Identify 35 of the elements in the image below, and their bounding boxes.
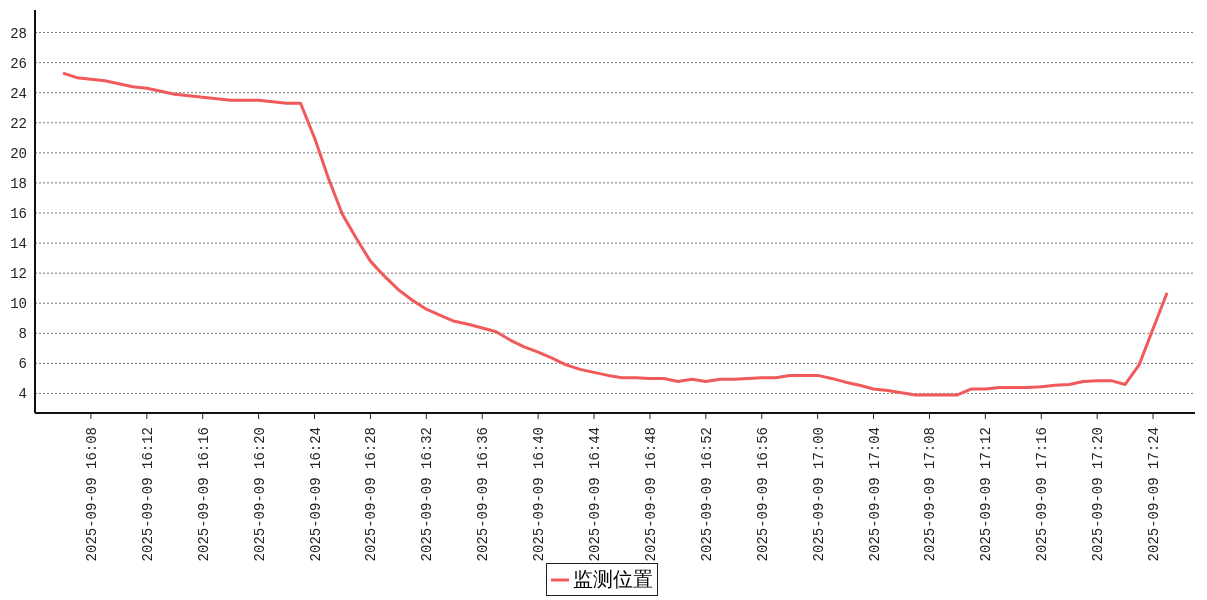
- line-series: [61, 71, 1169, 397]
- x-tick-label: 2025-09-09 17:20: [1090, 427, 1107, 562]
- y-tick-label: 26: [10, 55, 27, 72]
- x-tick-label: 2025-09-09 16:44: [587, 427, 604, 562]
- y-tick-label: 10: [10, 296, 27, 313]
- x-tick-label: 2025-09-09 17:24: [1146, 427, 1163, 562]
- x-tick-label: 2025-09-09 16:20: [251, 427, 268, 562]
- x-tick-label: 2025-09-09 16:12: [139, 427, 156, 562]
- y-tick-label: 8: [18, 326, 27, 343]
- y-tick-label: 14: [10, 236, 27, 253]
- y-tick-label: 22: [10, 115, 27, 132]
- x-tick-label: 2025-09-09 17:16: [1034, 427, 1051, 562]
- y-tick-label: 12: [10, 266, 27, 283]
- x-tick-label: 2025-09-09 16:52: [698, 427, 715, 562]
- x-tick-label: 2025-09-09 16:28: [363, 427, 380, 562]
- x-tick-label: 2025-09-09 16:16: [195, 427, 212, 562]
- x-tick-label: 2025-09-09 17:04: [866, 427, 883, 562]
- x-tick-label: 2025-09-09 16:36: [475, 427, 492, 562]
- y-tick-label: 20: [10, 145, 27, 162]
- y-tick-label: 28: [10, 25, 27, 42]
- x-tick-label: 2025-09-09 16:32: [419, 427, 436, 562]
- x-tick-label: 2025-09-09 16:56: [754, 427, 771, 562]
- x-tick-label: 2025-09-09 17:08: [922, 427, 939, 562]
- y-tick-label: 4: [18, 386, 27, 403]
- y-tick-label: 24: [10, 85, 27, 102]
- y-tick-label: 18: [10, 175, 27, 192]
- x-tick-label: 2025-09-09 16:40: [531, 427, 548, 562]
- y-tick-label: 6: [18, 356, 27, 373]
- x-tick-label: 2025-09-09 16:48: [642, 427, 659, 562]
- x-tick-label: 2025-09-09 16:08: [83, 427, 100, 562]
- legend-label: 监测位置: [572, 566, 653, 593]
- x-tick-label: 2025-09-09 16:24: [307, 427, 324, 562]
- x-tick-label: 2025-09-09 17:12: [978, 427, 995, 562]
- y-tick-label: 16: [10, 205, 27, 222]
- x-tick-label: 2025-09-09 17:00: [810, 427, 827, 562]
